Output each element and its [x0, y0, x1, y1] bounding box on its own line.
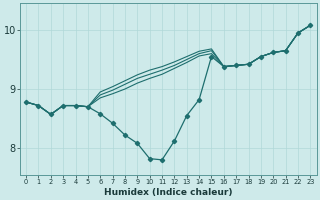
- X-axis label: Humidex (Indice chaleur): Humidex (Indice chaleur): [104, 188, 232, 197]
